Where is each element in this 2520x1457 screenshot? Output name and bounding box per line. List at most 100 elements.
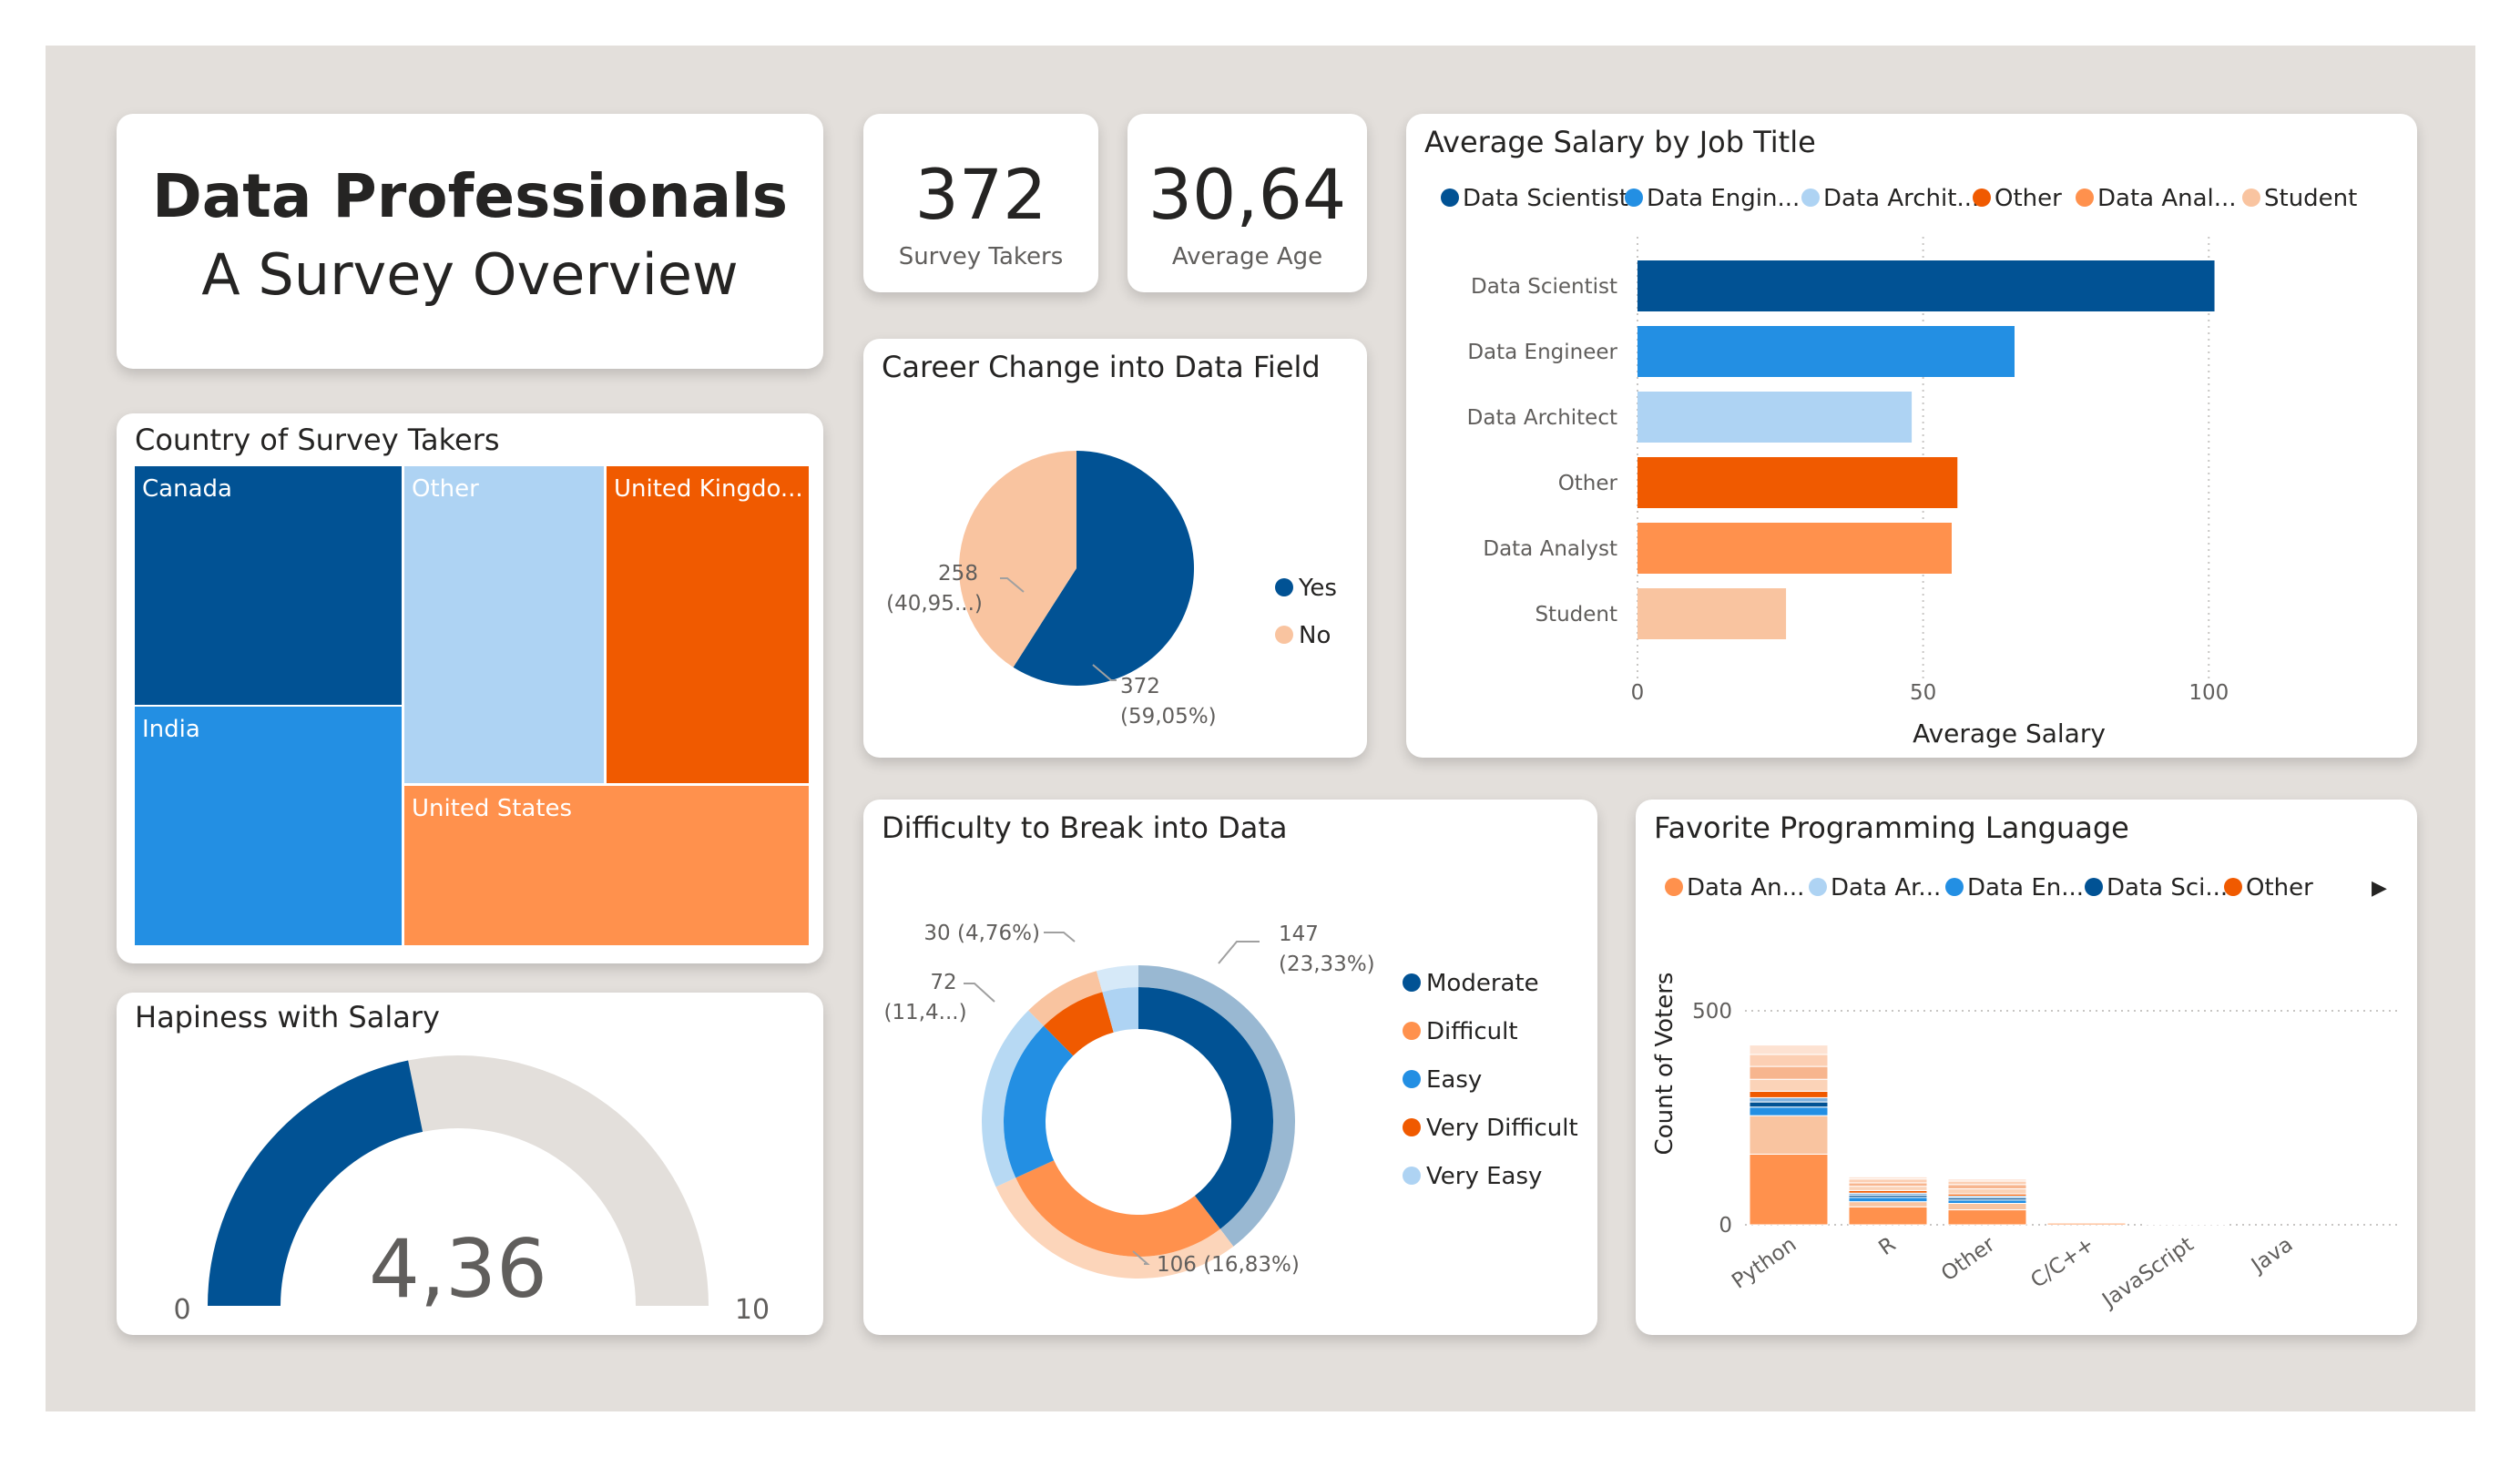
language-category-java: Java [2246, 1233, 2297, 1279]
treemap-cell-united-states[interactable]: United States [404, 786, 809, 945]
language-card[interactable]: Favorite Programming Language Data An...… [1636, 800, 2417, 1335]
salary-bar-data-engineer[interactable] [1637, 326, 2015, 377]
salary-legend-student[interactable]: Student [2264, 185, 2357, 212]
language-bar-segment-python[interactable] [1749, 1115, 1829, 1155]
language-stacked-bar-chart: Data An... Data Ar... Data En... Data Sci..… [1651, 874, 2399, 1313]
legend-next-arrow-icon[interactable]: ▶ [2372, 877, 2387, 900]
language-bar-segment-other[interactable] [1947, 1184, 2027, 1190]
salary-bar-student[interactable] [1637, 588, 1787, 639]
kpi-average-age-value: 30,64 [1148, 154, 1347, 235]
career-pie-chart: 258 (40,95...) 372 (59,05%) Yes No [886, 451, 1337, 728]
language-bar-segment-python[interactable] [1749, 1078, 1829, 1092]
gauge-chart: 4,36 0 10 [173, 1055, 770, 1326]
salary-legend-data-engin[interactable]: Data Engin... [1647, 185, 1800, 212]
language-tick-0: 0 [1719, 1214, 1732, 1238]
salary-category-other: Other [1558, 472, 1618, 495]
donut-legend-easy[interactable]: Easy [1426, 1066, 1482, 1094]
salary-category-student: Student [1535, 603, 1617, 627]
donut-slice-very-difficult[interactable] [1044, 992, 1114, 1056]
language-legend-other[interactable]: Other [2246, 874, 2313, 902]
language-bar-segment-r[interactable] [1848, 1178, 1928, 1184]
language-legend-data-ar[interactable]: Data Ar... [1831, 874, 1941, 902]
language-bar-segment-other[interactable] [1947, 1188, 2027, 1195]
donut-leader-147 [1218, 941, 1260, 964]
salary-x-axis-label: Average Salary [1913, 718, 2106, 749]
language-bar-segment-other[interactable] [1947, 1209, 2027, 1226]
donut-legend-moderate[interactable]: Moderate [1426, 970, 1539, 997]
donut-slice-very-easy[interactable] [1102, 987, 1138, 1033]
language-legend-data-an[interactable]: Data An... [1687, 874, 1804, 902]
salary-legend-dot-data-anal [2076, 188, 2094, 207]
language-bar-segment-r[interactable] [1848, 1182, 1928, 1187]
language-bar-segment-other[interactable] [1947, 1203, 2027, 1211]
donut-slice-difficult[interactable] [1015, 1160, 1220, 1257]
language-bar-segment-python[interactable] [1749, 1044, 1829, 1055]
language-bar-segment-other[interactable] [1947, 1180, 2027, 1186]
donut-legend-dot-easy [1403, 1070, 1421, 1088]
language-bar-segment-r[interactable] [1848, 1186, 1928, 1191]
salary-bar-other[interactable] [1637, 457, 1958, 508]
legend-label-yes[interactable]: Yes [1298, 575, 1337, 602]
gauge-max-label: 10 [735, 1294, 770, 1326]
average-salary-card[interactable]: Average Salary by Job Title Data Scienti… [1406, 114, 2417, 758]
legend-label-no[interactable]: No [1299, 622, 1331, 649]
salary-happiness-card[interactable]: Hapiness with Salary 4,36 0 10 [117, 993, 823, 1335]
pie-label-yes-count: 372 [1120, 675, 1160, 698]
language-bar-segment-r[interactable] [1848, 1206, 1928, 1226]
language-bar-segment-other[interactable] [1947, 1199, 2027, 1204]
salary-legend-data-scientist[interactable]: Data Scientist [1463, 185, 1628, 212]
language-legend-data-en[interactable]: Data En... [1967, 874, 2084, 902]
language-bar-segment-c-c[interactable] [2046, 1218, 2127, 1221]
salary-bar-data-scientist[interactable] [1637, 260, 2215, 311]
kpi-average-age-label: Average Age [1171, 243, 1323, 270]
donut-outer-very-difficult [1028, 971, 1103, 1026]
language-category-r: R [1874, 1233, 1900, 1260]
language-bar-segment-python[interactable] [1749, 1153, 1829, 1226]
difficulty-card[interactable]: Difficulty to Break into Data 147 (23,33… [863, 800, 1597, 1335]
treemap-cell-india[interactable]: India [135, 707, 402, 945]
donut-label-moderate-pct: (23,33%) [1279, 953, 1375, 976]
pie-leader-line-yes [1092, 664, 1117, 681]
language-bar-segment-javascript[interactable] [2146, 1221, 2226, 1224]
salary-bar-data-architect[interactable] [1637, 392, 1913, 443]
donut-slice-moderate[interactable] [1138, 987, 1273, 1229]
donut-legend-very-easy[interactable]: Very Easy [1426, 1163, 1542, 1190]
language-chart-title: Favorite Programming Language [1654, 810, 2129, 845]
language-bar-segment-python[interactable] [1749, 1054, 1829, 1067]
salary-bar-data-analyst[interactable] [1637, 523, 1952, 574]
country-treemap-card[interactable]: Country of Survey Takers Canada India Ot… [117, 413, 823, 963]
language-bar-segment-r[interactable] [1848, 1197, 1928, 1203]
donut-legend-very-difficult[interactable]: Very Difficult [1426, 1115, 1578, 1142]
language-tick-500: 500 [1692, 1000, 1732, 1024]
kpi-survey-takers-value: 372 [914, 154, 1047, 235]
salary-category-data-analyst: Data Analyst [1483, 537, 1617, 561]
kpi-survey-takers[interactable]: 372 Survey Takers [863, 114, 1098, 292]
salary-legend-data-archit[interactable]: Data Archit... [1823, 185, 1979, 212]
donut-leader-106 [1132, 1250, 1150, 1265]
language-legend-data-sci[interactable]: Data Sci... [2107, 874, 2228, 902]
language-bar-segment-r[interactable] [1848, 1176, 1928, 1180]
page-title: Data Professionals [151, 161, 789, 231]
treemap-area: Canada India Other United Kingdo... Unit… [135, 466, 809, 945]
donut-slice-easy[interactable] [1004, 1025, 1074, 1178]
language-bar-segment-r[interactable] [1848, 1201, 1928, 1207]
language-bar-segment-python[interactable] [1749, 1090, 1829, 1098]
kpi-average-age[interactable]: 30,64 Average Age [1127, 114, 1367, 292]
treemap-cell-canada[interactable]: Canada [135, 466, 402, 705]
pie-slice-no[interactable] [959, 451, 1076, 667]
language-bar-segment-python[interactable] [1749, 1065, 1829, 1080]
salary-legend-other[interactable]: Other [1995, 185, 2062, 212]
salary-legend-data-anal[interactable]: Data Anal... [2097, 185, 2237, 212]
donut-legend-difficult[interactable]: Difficult [1426, 1018, 1518, 1045]
language-bar-segment-python[interactable] [1749, 1096, 1829, 1103]
salary-tick-0: 0 [1631, 681, 1645, 705]
gauge-value-arc[interactable] [208, 1060, 423, 1306]
language-bar-segment-python[interactable] [1749, 1101, 1829, 1108]
pie-slice-yes[interactable] [1013, 451, 1194, 686]
treemap-cell-other[interactable]: Other [404, 466, 604, 783]
language-bar-segment-other[interactable] [1947, 1178, 2027, 1182]
language-bar-segment-python[interactable] [1749, 1106, 1829, 1116]
legend-dot-yes [1275, 578, 1293, 596]
treemap-cell-united-kingdom[interactable]: United Kingdo... [607, 466, 809, 783]
career-change-card[interactable]: Career Change into Data Field 258 (40,95… [863, 339, 1367, 758]
